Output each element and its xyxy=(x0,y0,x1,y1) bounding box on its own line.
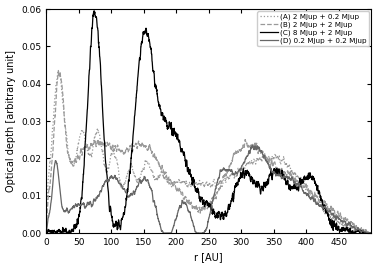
(C) 8 Mjup + 2 Mjup xyxy=(369,232,374,235)
(D) 0.2 Mjup + 0.2 Mjup xyxy=(250,144,254,147)
(C) 8 Mjup + 2 Mjup xyxy=(360,231,364,234)
(A) 2 Mjup + 0.2 Mjup xyxy=(360,230,364,233)
(B) 2 Mjup + 2 Mjup xyxy=(369,232,374,235)
(C) 8 Mjup + 2 Mjup xyxy=(202,205,207,208)
(B) 2 Mjup + 2 Mjup xyxy=(44,232,48,235)
(D) 0.2 Mjup + 0.2 Mjup xyxy=(44,232,48,235)
(B) 2 Mjup + 2 Mjup xyxy=(360,227,365,230)
(B) 2 Mjup + 2 Mjup xyxy=(61,93,65,96)
(B) 2 Mjup + 2 Mjup xyxy=(56,70,61,73)
Line: (C) 8 Mjup + 2 Mjup: (C) 8 Mjup + 2 Mjup xyxy=(46,11,371,233)
(D) 0.2 Mjup + 0.2 Mjup xyxy=(369,232,374,235)
(C) 8 Mjup + 2 Mjup xyxy=(300,179,305,183)
(C) 8 Mjup + 2 Mjup xyxy=(92,9,97,12)
(A) 2 Mjup + 0.2 Mjup xyxy=(300,180,305,183)
(A) 2 Mjup + 0.2 Mjup xyxy=(369,232,374,235)
(B) 2 Mjup + 2 Mjup xyxy=(202,208,207,211)
(C) 8 Mjup + 2 Mjup xyxy=(60,226,65,229)
(D) 0.2 Mjup + 0.2 Mjup xyxy=(193,230,198,233)
(A) 2 Mjup + 0.2 Mjup xyxy=(202,186,207,189)
(D) 0.2 Mjup + 0.2 Mjup xyxy=(300,188,305,191)
Y-axis label: Optical depth [arbitrary unit]: Optical depth [arbitrary unit] xyxy=(6,50,15,192)
(A) 2 Mjup + 0.2 Mjup xyxy=(360,230,365,233)
(D) 0.2 Mjup + 0.2 Mjup xyxy=(60,207,65,210)
(A) 2 Mjup + 0.2 Mjup xyxy=(44,232,48,235)
(C) 8 Mjup + 2 Mjup xyxy=(193,187,198,190)
(B) 2 Mjup + 2 Mjup xyxy=(360,227,364,230)
Line: (A) 2 Mjup + 0.2 Mjup: (A) 2 Mjup + 0.2 Mjup xyxy=(46,70,371,233)
(A) 2 Mjup + 0.2 Mjup xyxy=(56,69,60,72)
Line: (D) 0.2 Mjup + 0.2 Mjup: (D) 0.2 Mjup + 0.2 Mjup xyxy=(46,146,371,233)
(D) 0.2 Mjup + 0.2 Mjup xyxy=(202,231,207,234)
(C) 8 Mjup + 2 Mjup xyxy=(44,232,48,235)
(D) 0.2 Mjup + 0.2 Mjup xyxy=(360,230,364,233)
(B) 2 Mjup + 2 Mjup xyxy=(193,205,198,209)
Legend: (A) 2 Mjup + 0.2 Mjup, (B) 2 Mjup + 2 Mjup, (C) 8 Mjup + 2 Mjup, (D) 0.2 Mjup + : (A) 2 Mjup + 0.2 Mjup, (B) 2 Mjup + 2 Mj… xyxy=(257,11,369,46)
(B) 2 Mjup + 2 Mjup xyxy=(300,181,305,184)
Line: (B) 2 Mjup + 2 Mjup: (B) 2 Mjup + 2 Mjup xyxy=(46,71,371,233)
X-axis label: r [AU]: r [AU] xyxy=(195,252,223,262)
(A) 2 Mjup + 0.2 Mjup xyxy=(193,180,198,183)
(C) 8 Mjup + 2 Mjup xyxy=(360,231,365,234)
(D) 0.2 Mjup + 0.2 Mjup xyxy=(360,230,365,233)
(A) 2 Mjup + 0.2 Mjup xyxy=(61,101,65,104)
